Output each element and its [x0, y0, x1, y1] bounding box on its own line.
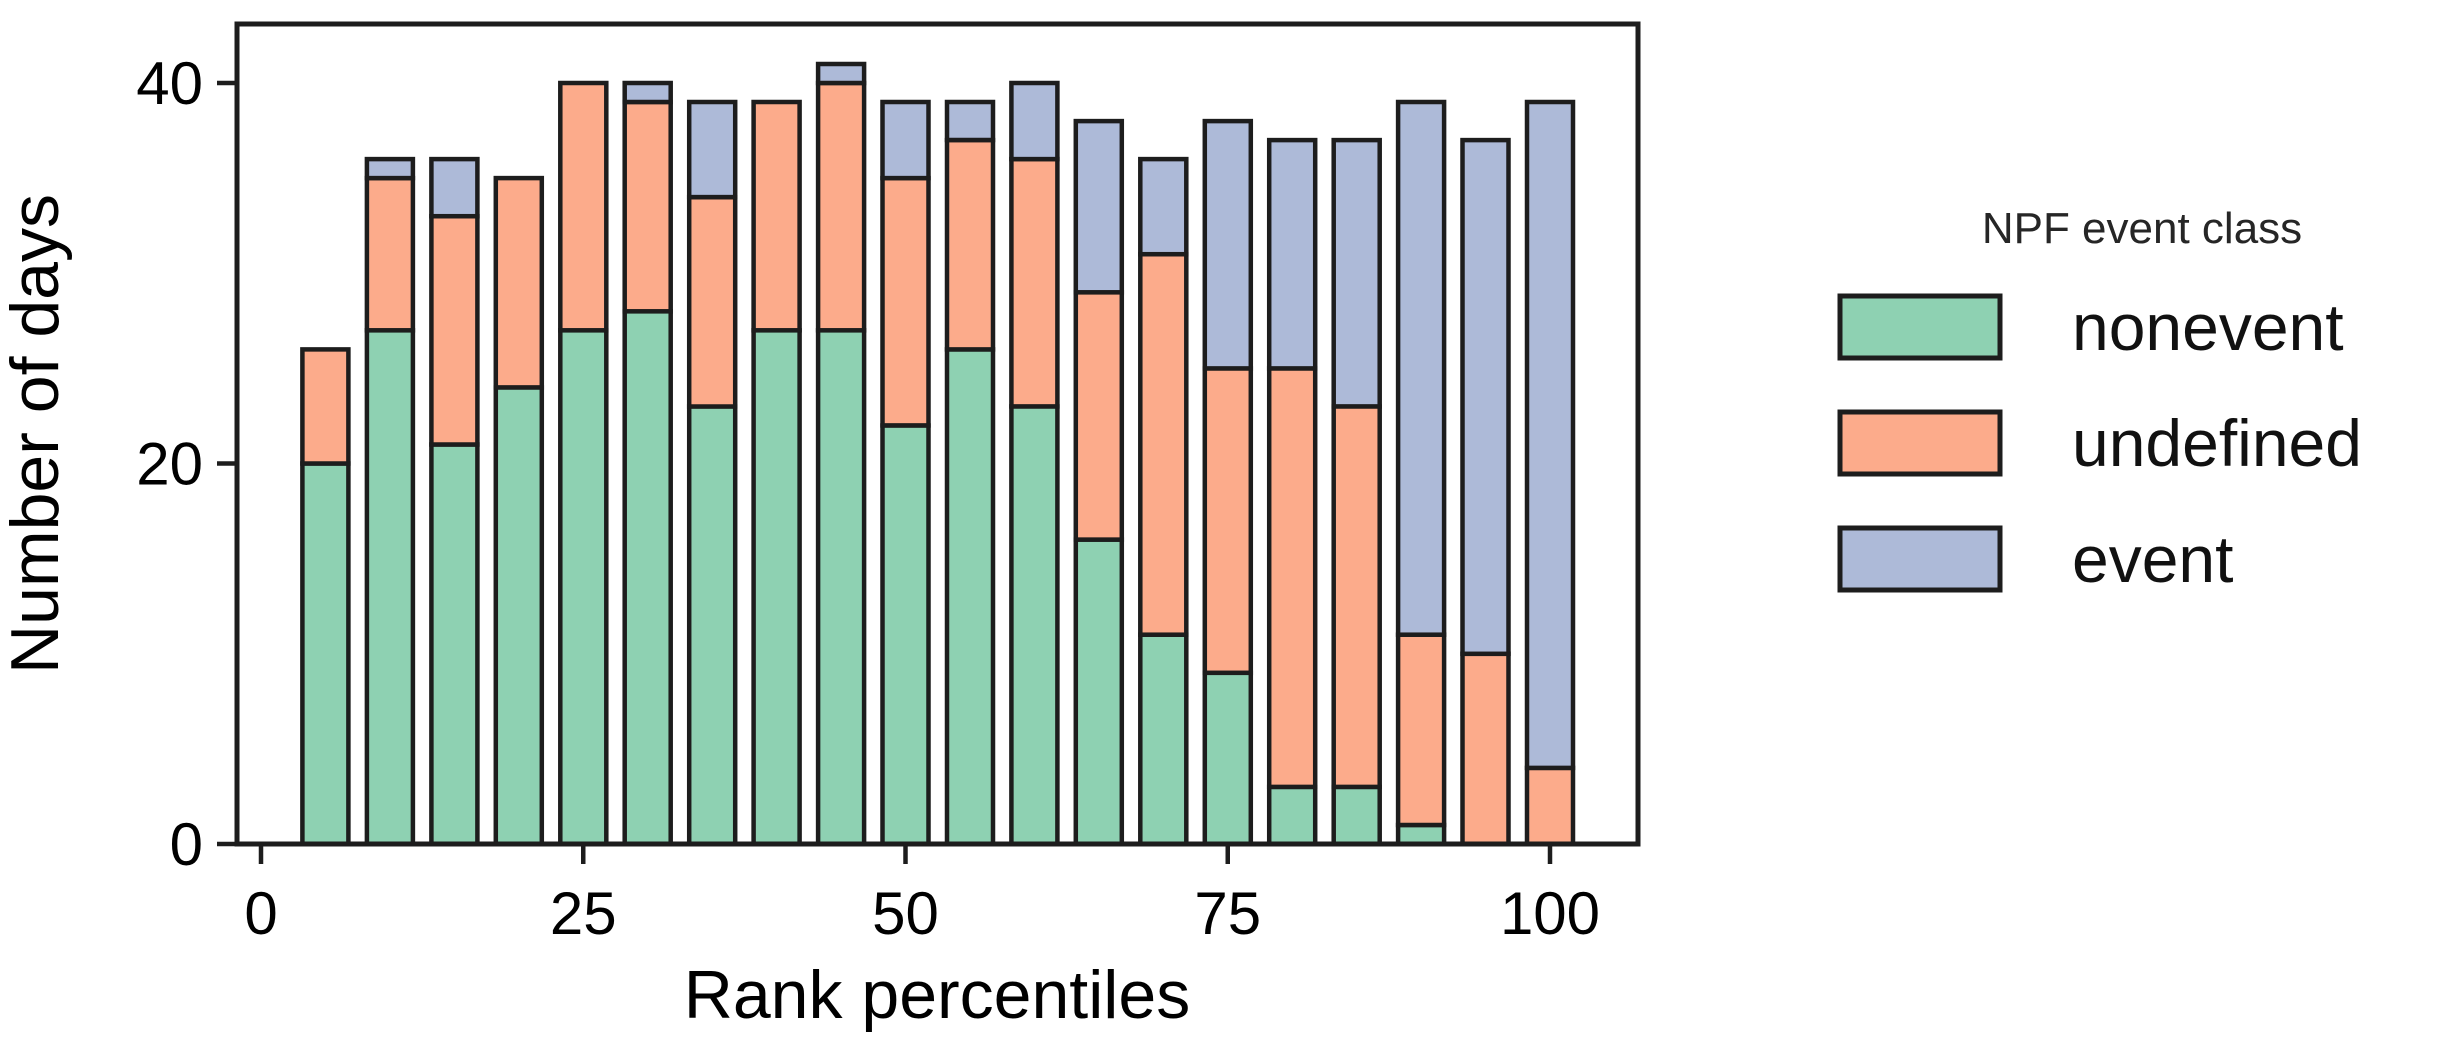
y-tick-label: 0	[170, 811, 203, 878]
legend-swatch-nonevent	[1837, 293, 2003, 361]
bar-segment-nonevent	[429, 442, 480, 847]
bar-segment-event	[1460, 137, 1511, 657]
bar-segment-event	[944, 99, 996, 143]
bar-segment-undefined	[364, 175, 416, 333]
bar-segment-nonevent	[944, 347, 996, 847]
bar-segment-undefined	[1009, 156, 1060, 409]
x-tick-label: 50	[872, 880, 939, 947]
legend-title: NPF event class	[1982, 204, 2302, 253]
bar-segment-event	[1266, 137, 1318, 371]
bar-segment-event	[880, 99, 931, 181]
legend-swatch-undefined	[1837, 409, 2003, 477]
bar-segment-nonevent	[1073, 537, 1125, 847]
bar-segment-undefined	[686, 194, 738, 409]
bar-segment-nonevent	[751, 328, 802, 847]
bar-segment-undefined	[1460, 651, 1511, 847]
bar-segment-undefined	[880, 175, 931, 428]
bar-segment-undefined	[1395, 632, 1447, 828]
x-ticks-group: 0 25 50 75 100	[244, 844, 1600, 947]
bar-segment-nonevent	[1009, 404, 1060, 847]
x-tick-label: 75	[1194, 880, 1261, 947]
legend-swatch-event	[1837, 525, 2003, 593]
bar-segment-nonevent	[493, 385, 545, 847]
bar-segment-undefined	[1266, 366, 1318, 790]
bar-segment-undefined	[815, 80, 867, 333]
y-axis-label: Number of days	[0, 194, 73, 674]
bar-segment-event	[1524, 99, 1576, 771]
bar-segment-undefined	[429, 213, 480, 447]
bar-segment-event	[622, 80, 673, 105]
bar-segment-nonevent	[880, 423, 931, 847]
bar-segment-event	[364, 156, 416, 181]
bar-segment-undefined	[944, 137, 996, 352]
bar-segment-event	[1073, 118, 1125, 295]
bar-segment-event	[1138, 156, 1189, 257]
bar-segment-nonevent	[622, 309, 673, 847]
y-tick-label: 20	[136, 431, 203, 498]
legend-label-event: event	[2072, 522, 2233, 596]
bar-segment-event	[1331, 137, 1382, 409]
bar-segment-nonevent	[558, 328, 609, 847]
bar-segment-undefined	[751, 99, 802, 333]
bar-segment-nonevent	[686, 404, 738, 847]
bar-segment-undefined	[1331, 404, 1382, 790]
bar-segment-event	[1202, 118, 1254, 371]
bar-segment-event	[1009, 80, 1060, 162]
bar-segment-undefined	[1202, 366, 1254, 676]
bar-segment-event	[686, 99, 738, 200]
bar-segment-undefined	[300, 347, 351, 466]
x-axis-label: Rank percentiles	[684, 957, 1190, 1033]
bar-segment-event	[1395, 99, 1447, 637]
bar-segment-undefined	[1138, 251, 1189, 637]
legend-label-undefined: undefined	[2072, 406, 2362, 480]
bar-segment-nonevent	[1202, 670, 1254, 847]
y-ticks-group: 0 20 40	[136, 50, 237, 878]
x-tick-label: 0	[244, 880, 277, 947]
legend-label-nonevent: nonevent	[2072, 290, 2344, 364]
x-tick-label: 100	[1500, 880, 1600, 947]
bars-group	[300, 61, 1576, 847]
legend: NPF event class nonevent undefined event	[1837, 204, 2362, 596]
bar-segment-nonevent	[364, 328, 416, 847]
y-tick-label: 40	[136, 50, 203, 117]
bar-segment-nonevent	[1331, 784, 1382, 847]
plot-frame	[234, 21, 1641, 847]
bar-segment-undefined	[1073, 290, 1125, 542]
bar-segment-undefined	[558, 80, 609, 333]
bar-segment-nonevent	[300, 461, 351, 847]
bar-segment-nonevent	[815, 328, 867, 847]
bar-segment-nonevent	[1138, 632, 1189, 847]
bar-segment-nonevent	[1395, 822, 1447, 847]
x-tick-label: 25	[550, 880, 617, 947]
bar-segment-event	[429, 156, 480, 219]
bar-segment-nonevent	[1266, 784, 1318, 847]
bar-segment-undefined	[622, 99, 673, 314]
bar-segment-undefined	[1524, 765, 1576, 847]
bar-segment-event	[815, 61, 867, 86]
bar-segment-undefined	[493, 175, 545, 390]
